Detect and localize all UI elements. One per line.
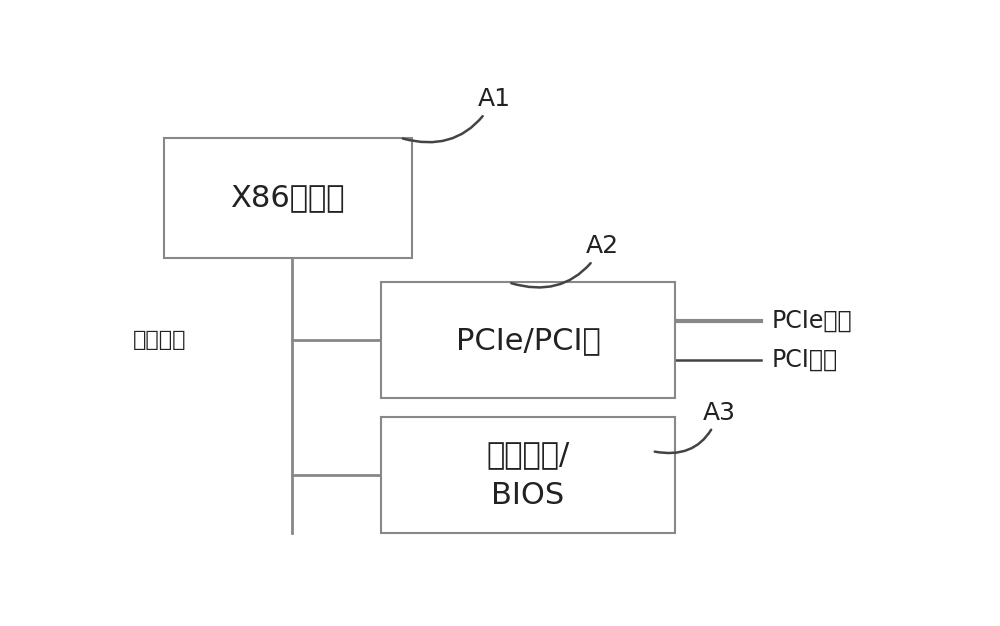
Text: A1: A1	[403, 87, 511, 142]
Text: X86处理器: X86处理器	[230, 183, 345, 213]
Bar	[381, 418, 675, 533]
Text: 传统设备/
BIOS: 传统设备/ BIOS	[486, 441, 570, 510]
Text: 系统总线: 系统总线	[133, 331, 186, 350]
Bar	[381, 282, 675, 398]
Text: PCI设备: PCI设备	[772, 347, 838, 371]
Bar	[164, 138, 412, 259]
Text: PCIe/PCI桥: PCIe/PCI桥	[456, 326, 600, 355]
Text: A2: A2	[511, 234, 619, 287]
Text: A3: A3	[655, 401, 735, 453]
Text: PCIe设备: PCIe设备	[772, 309, 853, 333]
